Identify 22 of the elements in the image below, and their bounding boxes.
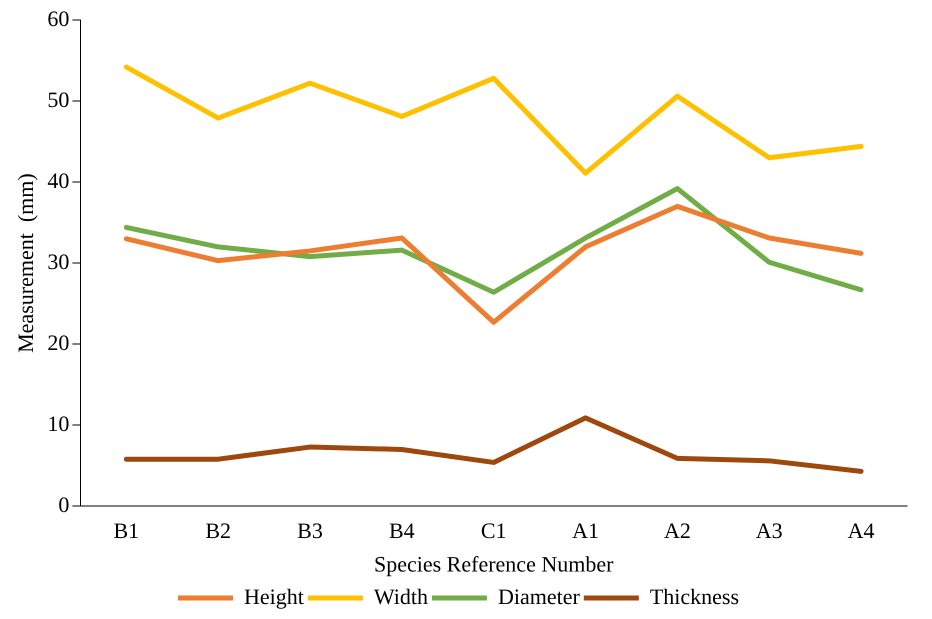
x-tick-label: A4 [848,518,875,544]
x-tick-label: A3 [756,518,783,544]
x-tick-label: B2 [205,518,232,544]
y-tick-label: 0 [58,492,70,517]
y-tick-label: 10 [47,410,70,436]
x-tick-label: B1 [113,518,140,544]
x-tick-label: C1 [480,518,507,544]
y-tick-label: 30 [47,248,70,274]
legend-label: Thickness [650,584,740,609]
legend-label: Height [244,584,304,609]
x-tick-label: B4 [389,518,415,544]
y-tick-label: 50 [47,86,70,112]
legend-label: Width [374,584,428,609]
x-tick-label: A1 [572,518,599,544]
y-tick-label: 20 [47,330,70,355]
y-tick-label: 40 [47,168,70,193]
x-tick-label: B3 [297,518,323,544]
y-tick-label: 60 [47,6,70,31]
x-tick-label: A2 [664,518,691,544]
legend-label: Diameter [498,584,580,609]
x-axis-title: Species Reference Number [374,552,614,577]
y-axis-title: Measurement (mm) [12,173,38,353]
